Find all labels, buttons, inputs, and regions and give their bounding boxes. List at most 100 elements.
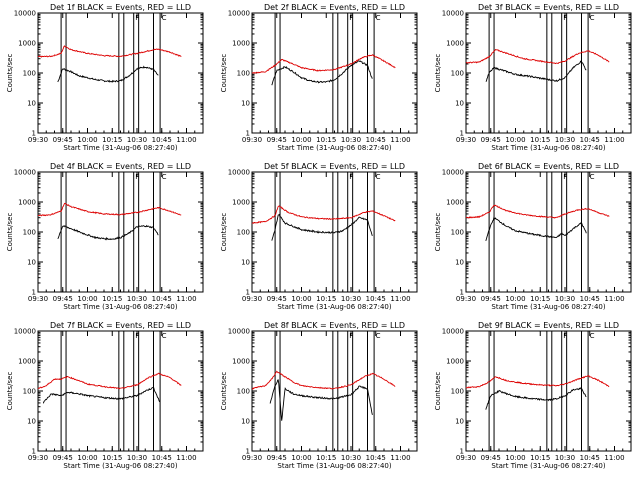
plot-frame (251, 330, 418, 452)
y-tick-label: 1 (460, 448, 464, 456)
series-line-lld (37, 202, 182, 217)
plot-frame (37, 12, 204, 134)
y-axis-label: Counts/sec (434, 372, 442, 411)
x-tick-label: 09:30 (456, 454, 476, 462)
flag-label: F (135, 14, 139, 22)
y-tick-label: 10000 (14, 10, 36, 18)
flag-label: C (162, 332, 167, 340)
x-tick-label: 09:45 (481, 454, 501, 462)
plot-frame (251, 12, 418, 134)
y-tick-label: 10000 (228, 169, 250, 177)
x-tick-label: 10:00 (505, 454, 525, 462)
flag-label: C (590, 332, 595, 340)
x-tick-label: 09:45 (267, 295, 287, 303)
x-tick-label: 09:45 (481, 136, 501, 144)
flag-label: C (162, 14, 167, 22)
x-tick-label: 10:00 (77, 454, 97, 462)
y-tick-label: 100 (23, 388, 36, 396)
chart-title: Det 3f BLACK = Events, RED = LLD (478, 3, 619, 12)
x-tick-label: 10:45 (366, 295, 386, 303)
flag-label: C (590, 14, 595, 22)
chart-panel-4: Det 4f BLACK = Events, RED = LLD 1 10 100 10… (6, 162, 204, 311)
x-tick-label: 09:30 (456, 295, 476, 303)
y-tick-label: 10 (241, 100, 250, 108)
series-line-lld (251, 54, 396, 74)
x-axis-label: Start Time (31-Aug-06 08:27:40) (63, 303, 177, 311)
y-axis-label: Counts/sec (220, 372, 228, 411)
flag-label: F (349, 173, 353, 181)
y-axis-label: Counts/sec (220, 213, 228, 252)
x-tick-label: 11:00 (176, 454, 196, 462)
x-tick-label: 10:00 (505, 295, 525, 303)
y-tick-label: 100 (237, 388, 250, 396)
chart-panel-8: Det 8f BLACK = Events, RED = LLD 1 10 100 10… (220, 321, 418, 470)
x-tick-label: 10:15 (102, 136, 122, 144)
y-tick-label: 10 (241, 418, 250, 426)
x-tick-label: 10:45 (366, 454, 386, 462)
y-tick-label: 10000 (442, 328, 464, 336)
chart-panel-2: Det 2f BLACK = Events, RED = LLD 1 10 100 10… (220, 3, 418, 152)
y-tick-label: 1 (32, 289, 36, 297)
flag-label: C (590, 173, 595, 181)
series-line-lld (465, 204, 610, 219)
y-tick-label: 1000 (18, 40, 36, 48)
x-tick-label: 10:00 (291, 136, 311, 144)
y-tick-label: 10000 (14, 169, 36, 177)
x-tick-label: 09:45 (53, 454, 73, 462)
y-tick-label: 10000 (228, 10, 250, 18)
plot-frame (37, 171, 204, 293)
x-axis-label: Start Time (31-Aug-06 08:27:40) (63, 144, 177, 152)
x-tick-label: 09:45 (481, 295, 501, 303)
x-axis-label: Start Time (31-Aug-06 08:27:40) (491, 303, 605, 311)
chart-title: Det 5f BLACK = Events, RED = LLD (264, 162, 405, 171)
x-tick-label: 09:30 (28, 454, 48, 462)
y-tick-label: 100 (451, 388, 464, 396)
y-tick-label: 10 (27, 259, 36, 267)
flag-label: F (563, 14, 567, 22)
x-tick-label: 10:30 (127, 295, 147, 303)
y-tick-label: 1 (246, 289, 250, 297)
flag-label: C (376, 332, 381, 340)
x-tick-label: 10:45 (152, 454, 172, 462)
y-tick-label: 1 (460, 130, 464, 138)
flag-label: C (376, 173, 381, 181)
y-tick-label: 1000 (232, 358, 250, 366)
flag-label: F (349, 332, 353, 340)
chart-title: Det 4f BLACK = Events, RED = LLD (50, 162, 191, 171)
x-tick-label: 09:45 (267, 454, 287, 462)
x-tick-label: 09:45 (53, 295, 73, 303)
x-axis-label: Start Time (31-Aug-06 08:27:40) (63, 462, 177, 470)
x-tick-label: 09:45 (53, 136, 73, 144)
chart-panel-7: Det 7f BLACK = Events, RED = LLD 1 10 100 10… (6, 321, 204, 470)
chart-title: Det 9f BLACK = Events, RED = LLD (478, 321, 619, 330)
x-tick-label: 10:45 (580, 454, 600, 462)
chart-panel-3: Det 3f BLACK = Events, RED = LLD 1 10 100 10… (434, 3, 632, 152)
series-line-events (43, 386, 161, 404)
y-axis-label: Counts/sec (6, 372, 14, 411)
flag-label: F (563, 173, 567, 181)
x-tick-label: 11:00 (176, 295, 196, 303)
x-tick-label: 10:15 (102, 295, 122, 303)
chart-panel-5: Det 5f BLACK = Events, RED = LLD 1 10 100 10… (220, 162, 418, 311)
x-tick-label: 10:45 (580, 136, 600, 144)
series-line-lld (252, 370, 396, 390)
y-axis-label: Counts/sec (220, 54, 228, 93)
x-tick-label: 10:15 (530, 454, 550, 462)
x-tick-label: 10:00 (291, 454, 311, 462)
x-tick-label: 10:00 (77, 295, 97, 303)
x-tick-label: 10:00 (77, 136, 97, 144)
x-tick-label: 11:00 (390, 454, 410, 462)
y-tick-label: 100 (451, 229, 464, 237)
series-line-lld (37, 45, 182, 58)
x-tick-label: 11:00 (390, 295, 410, 303)
x-tick-label: 09:30 (242, 295, 262, 303)
y-tick-label: 10000 (442, 10, 464, 18)
chart-panel-1: Det 1f BLACK = Events, RED = LLD 1 10 100 10… (6, 3, 204, 152)
plot-frame (37, 330, 204, 452)
series-line-events (485, 216, 587, 242)
x-tick-label: 11:00 (604, 136, 624, 144)
y-tick-label: 10000 (442, 169, 464, 177)
chart-panel-6: Det 6f BLACK = Events, RED = LLD 1 10 100 10… (434, 162, 632, 311)
x-tick-label: 10:45 (366, 136, 386, 144)
y-tick-label: 1000 (18, 358, 36, 366)
